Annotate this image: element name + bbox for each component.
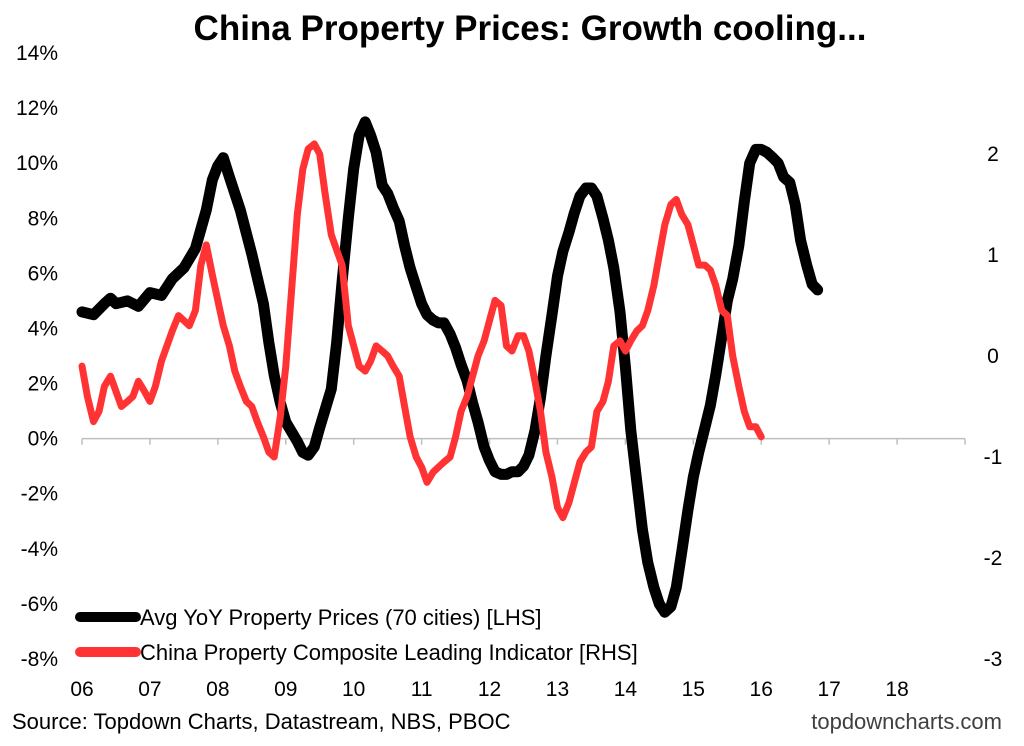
left-tick-label: 12%: [16, 97, 58, 120]
x-tick-label: 06: [70, 678, 93, 701]
brand-watermark: topdowncharts.com: [811, 709, 1002, 734]
left-tick-label: 2%: [28, 373, 58, 396]
x-tick-label: 08: [206, 678, 229, 701]
left-tick-label: 10%: [16, 152, 58, 175]
left-axis-ticks: 14% 12% 10% 8% 6% 4% 2% 0% -2% -4% -6% -8%: [16, 42, 58, 671]
x-tick-label: 13: [546, 678, 569, 701]
left-tick-label: -2%: [21, 483, 58, 506]
right-tick-label: -1: [984, 446, 1003, 469]
x-axis-ticks: 06 07 08 09 10 11 12 13 14 15 16 17 18: [70, 678, 908, 701]
x-tick-label: 07: [138, 678, 161, 701]
left-tick-label: 8%: [28, 207, 58, 230]
left-tick-label: 4%: [28, 317, 58, 340]
series-layer: [76, 116, 824, 618]
right-tick-label: 0: [987, 345, 999, 368]
left-tick-label: -4%: [21, 538, 58, 561]
x-tick-label: 17: [817, 678, 840, 701]
x-tick-label: 11: [411, 678, 433, 701]
x-tick-label: 18: [885, 678, 908, 701]
right-tick-label: -2: [984, 547, 1003, 570]
x-tick-label: 10: [342, 678, 365, 701]
left-tick-label: 14%: [16, 42, 58, 65]
x-tick-label: 09: [274, 678, 297, 701]
legend: Avg YoY Property Prices (70 cities) [LHS…: [75, 605, 638, 665]
legend-label-price: Avg YoY Property Prices (70 cities) [LHS…: [140, 605, 542, 630]
right-tick-label: -3: [984, 648, 1003, 671]
x-axis: [81, 437, 966, 445]
series-line-leading-indicator: [78, 140, 765, 522]
left-tick-label: -6%: [21, 593, 58, 616]
chart-title: China Property Prices: Growth cooling...: [194, 9, 867, 48]
x-tick-label: 14: [614, 678, 638, 701]
left-tick-label: 6%: [28, 262, 58, 285]
x-tick-label: 16: [750, 678, 773, 701]
right-tick-label: 1: [987, 244, 999, 267]
left-tick-label: 0%: [28, 428, 58, 451]
series-line-property-prices: [76, 116, 824, 618]
x-tick-label: 12: [478, 678, 501, 701]
x-tick-label: 15: [682, 678, 705, 701]
right-tick-label: 2: [987, 143, 999, 166]
right-axis-ticks: 2 1 0 -1 -2 -3: [984, 143, 1003, 671]
legend-label-indicator: China Property Composite Leading Indicat…: [140, 640, 638, 665]
left-tick-label: -8%: [21, 648, 58, 671]
source-note: Source: Topdown Charts, Datastream, NBS,…: [12, 709, 511, 734]
